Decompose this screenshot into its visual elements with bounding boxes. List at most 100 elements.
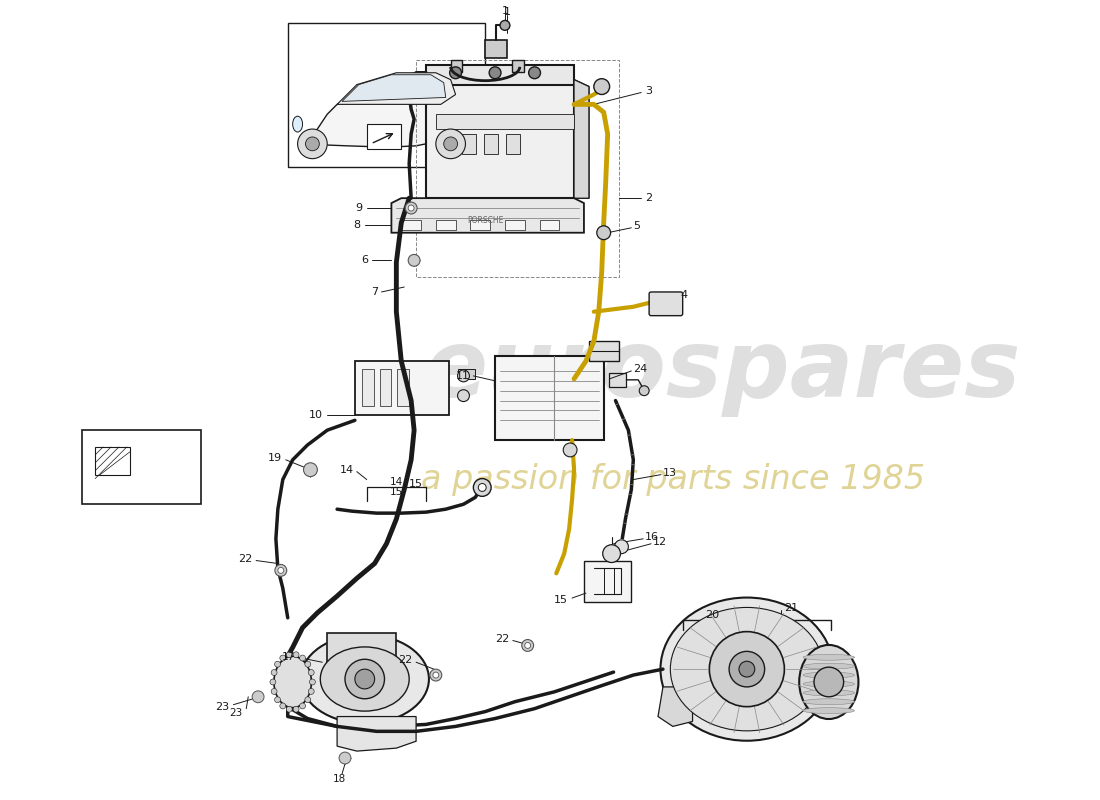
Bar bbox=[484, 134, 498, 154]
Circle shape bbox=[339, 752, 351, 764]
Text: 3: 3 bbox=[646, 86, 652, 95]
Circle shape bbox=[271, 670, 277, 675]
Polygon shape bbox=[337, 717, 416, 751]
Polygon shape bbox=[574, 80, 589, 198]
Ellipse shape bbox=[803, 672, 855, 678]
Ellipse shape bbox=[803, 663, 855, 669]
Text: 22: 22 bbox=[238, 554, 252, 563]
Circle shape bbox=[603, 545, 620, 562]
Polygon shape bbox=[658, 687, 693, 726]
Circle shape bbox=[279, 655, 286, 661]
Text: 17: 17 bbox=[282, 652, 295, 662]
Bar bbox=[584, 561, 631, 602]
Circle shape bbox=[252, 691, 264, 702]
Circle shape bbox=[278, 567, 284, 574]
Circle shape bbox=[458, 390, 470, 402]
Bar bbox=[82, 430, 201, 504]
Text: 22: 22 bbox=[495, 634, 509, 643]
Ellipse shape bbox=[274, 656, 311, 708]
Circle shape bbox=[408, 205, 414, 211]
Bar bbox=[512, 60, 524, 72]
Bar bbox=[471, 220, 491, 230]
Bar bbox=[96, 447, 130, 474]
Text: 24: 24 bbox=[634, 364, 648, 374]
Text: 19: 19 bbox=[267, 453, 282, 463]
Circle shape bbox=[739, 662, 755, 677]
Bar bbox=[379, 369, 392, 406]
Text: 11: 11 bbox=[455, 371, 470, 381]
Ellipse shape bbox=[803, 698, 855, 705]
Bar bbox=[426, 80, 574, 198]
Ellipse shape bbox=[803, 690, 855, 696]
Ellipse shape bbox=[293, 116, 303, 132]
Bar bbox=[366, 124, 402, 149]
Text: eurospares: eurospares bbox=[424, 325, 1021, 417]
Text: 15: 15 bbox=[389, 487, 403, 498]
Bar bbox=[506, 134, 520, 154]
Text: 23: 23 bbox=[216, 702, 230, 712]
Polygon shape bbox=[337, 73, 455, 104]
Circle shape bbox=[525, 642, 530, 649]
Bar bbox=[505, 220, 525, 230]
Text: 10: 10 bbox=[309, 410, 323, 420]
Text: 5: 5 bbox=[634, 221, 640, 231]
Circle shape bbox=[305, 697, 311, 702]
Ellipse shape bbox=[300, 634, 429, 723]
Ellipse shape bbox=[800, 645, 858, 719]
Text: 1: 1 bbox=[502, 6, 508, 15]
Text: 13: 13 bbox=[663, 468, 676, 478]
Circle shape bbox=[271, 689, 277, 694]
Bar bbox=[327, 633, 396, 664]
Circle shape bbox=[500, 21, 510, 30]
Circle shape bbox=[450, 67, 462, 78]
Circle shape bbox=[478, 483, 486, 491]
Bar bbox=[462, 134, 476, 154]
Circle shape bbox=[458, 370, 470, 382]
Circle shape bbox=[270, 679, 276, 685]
Bar bbox=[451, 60, 462, 72]
Ellipse shape bbox=[320, 647, 409, 711]
Circle shape bbox=[594, 78, 609, 94]
Text: PORSCHE: PORSCHE bbox=[468, 216, 504, 226]
Circle shape bbox=[308, 670, 315, 675]
Circle shape bbox=[293, 652, 299, 658]
Circle shape bbox=[521, 639, 534, 651]
Ellipse shape bbox=[803, 654, 855, 660]
Bar bbox=[355, 361, 449, 415]
Circle shape bbox=[408, 254, 420, 266]
Bar bbox=[539, 220, 559, 230]
Circle shape bbox=[306, 137, 319, 150]
Bar bbox=[402, 220, 421, 230]
Text: 12: 12 bbox=[653, 537, 668, 546]
Circle shape bbox=[275, 697, 280, 702]
Text: 23: 23 bbox=[229, 707, 242, 718]
Circle shape bbox=[304, 462, 318, 477]
Text: a passion for parts since 1985: a passion for parts since 1985 bbox=[420, 463, 925, 496]
Text: 16: 16 bbox=[646, 532, 659, 542]
Circle shape bbox=[275, 565, 287, 576]
Ellipse shape bbox=[660, 598, 834, 741]
Ellipse shape bbox=[670, 607, 824, 731]
Bar bbox=[362, 369, 374, 406]
Circle shape bbox=[597, 226, 611, 240]
Bar bbox=[426, 65, 574, 85]
Bar bbox=[288, 23, 485, 166]
Text: 14: 14 bbox=[340, 465, 354, 474]
Circle shape bbox=[639, 386, 649, 396]
Bar bbox=[436, 220, 455, 230]
Circle shape bbox=[275, 662, 280, 667]
Circle shape bbox=[405, 202, 417, 214]
Circle shape bbox=[814, 667, 844, 697]
Text: 22: 22 bbox=[398, 655, 412, 666]
Circle shape bbox=[473, 478, 491, 496]
Circle shape bbox=[433, 672, 439, 678]
Polygon shape bbox=[298, 70, 475, 147]
Bar bbox=[588, 342, 618, 361]
Text: 6: 6 bbox=[362, 255, 369, 266]
Circle shape bbox=[430, 669, 442, 681]
Text: 15: 15 bbox=[409, 478, 424, 489]
Bar bbox=[441, 134, 454, 154]
Circle shape bbox=[299, 655, 306, 661]
Text: 2: 2 bbox=[646, 193, 652, 203]
Circle shape bbox=[308, 689, 315, 694]
